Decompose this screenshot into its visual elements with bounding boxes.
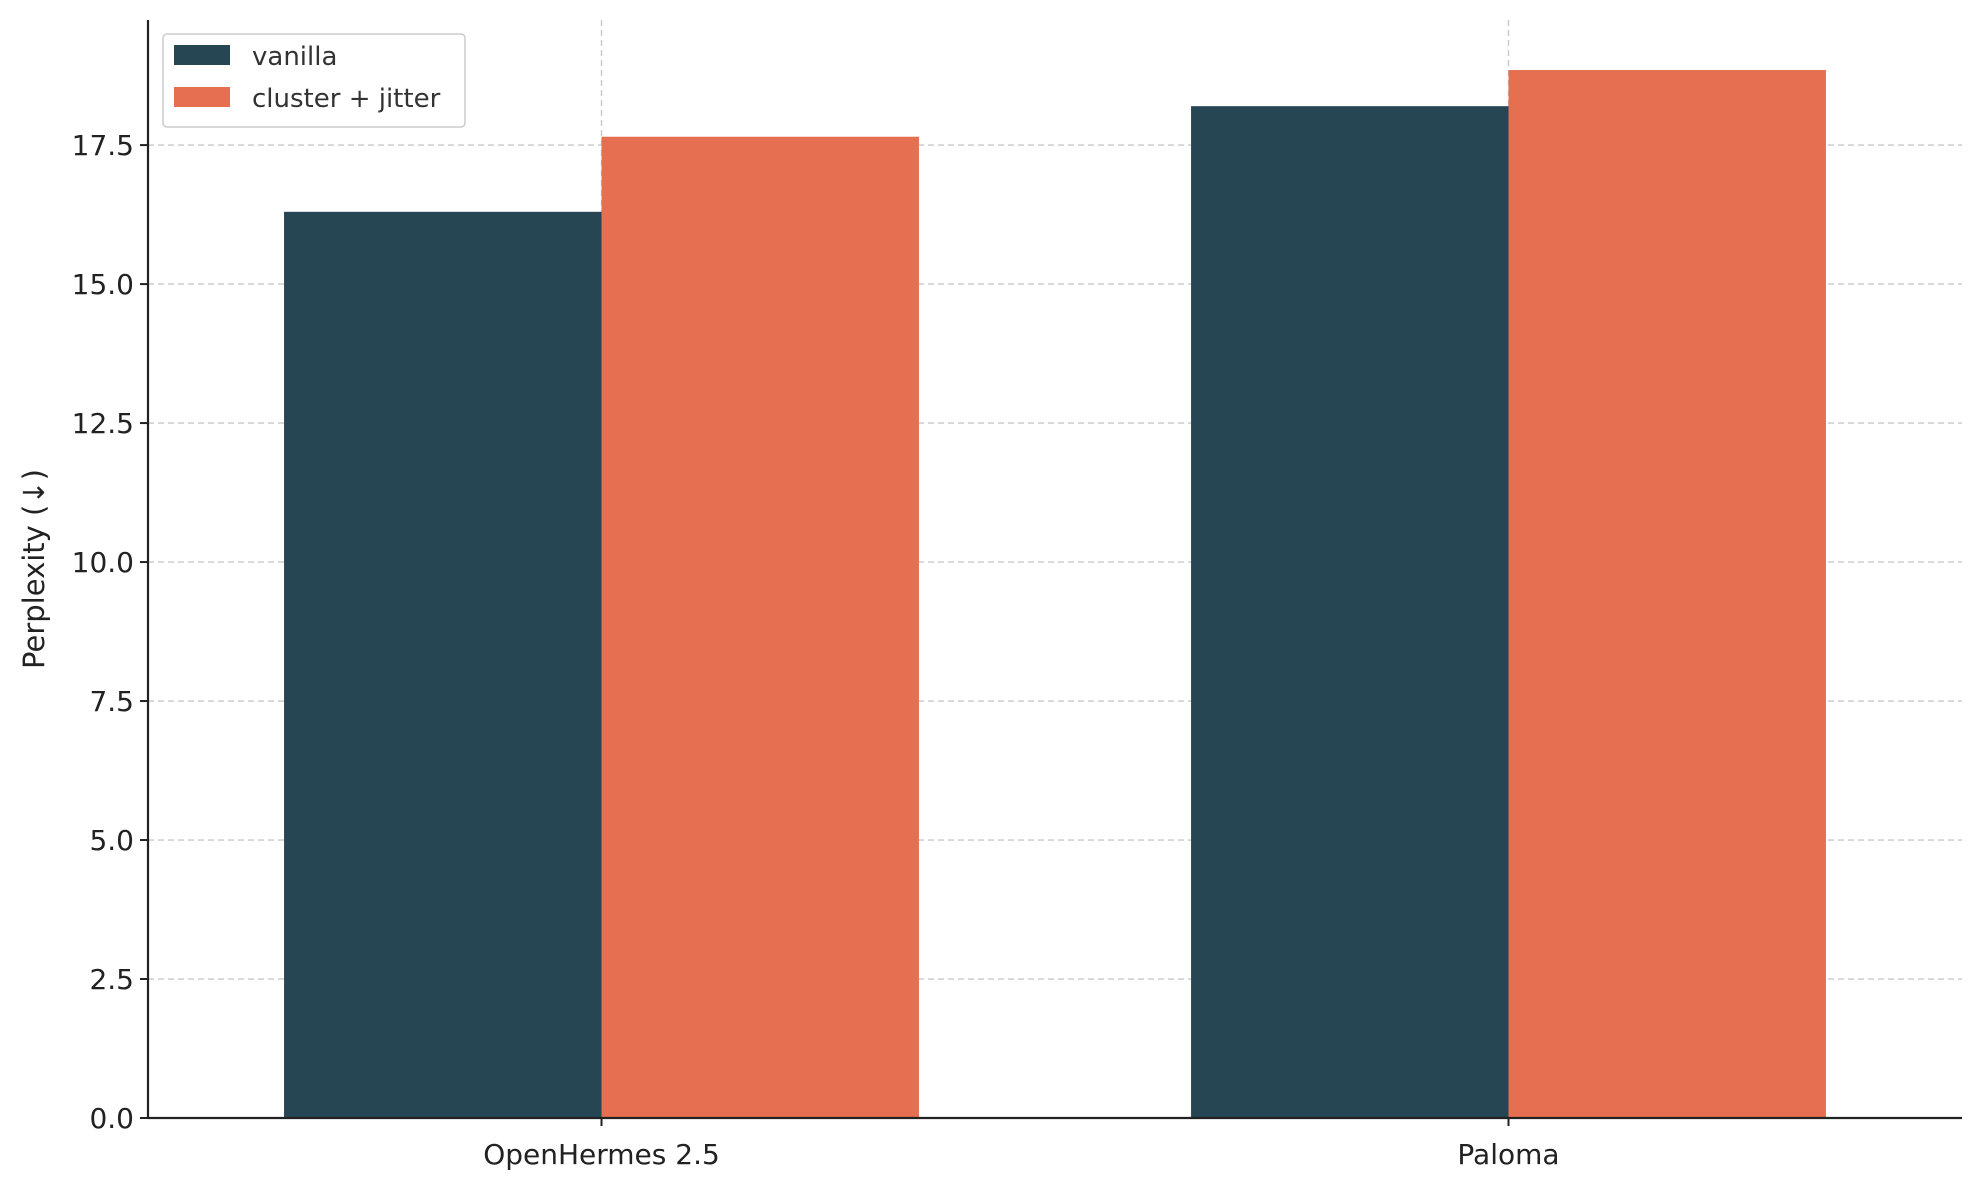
y-tick-label: 15.0: [72, 268, 134, 301]
bars-layer: [284, 70, 1826, 1119]
y-axis-title: Perplexity (↓): [17, 469, 51, 669]
legend-frame: [162, 33, 466, 128]
legend: vanilla cluster + jitter: [162, 33, 466, 128]
axes-layer: [146, 20, 1962, 1120]
bar-vanilla-0: [284, 211, 602, 1118]
y-tick-label: 0.0: [89, 1102, 134, 1135]
x-tick-label: OpenHermes 2.5: [483, 1138, 720, 1171]
y-tick-label: 10.0: [72, 546, 134, 579]
ticks-layer: 0.0 2.5 5.0 7.5 10.0 12.5 15.0 17.5 OpenHermes 2…: [72, 129, 1560, 1171]
legend-label-cluster-jitter: cluster + jitter: [252, 84, 441, 114]
y-tick-label: 17.5: [72, 129, 134, 162]
bar-cluster-jitter-0: [601, 136, 919, 1118]
y-tick-label: 7.5: [89, 685, 134, 718]
legend-swatch-cluster-jitter: [174, 87, 230, 107]
legend-swatch-vanilla: [174, 45, 230, 65]
bar-vanilla-1: [1191, 106, 1509, 1119]
y-tick-label: 5.0: [89, 824, 134, 857]
legend-label-vanilla: vanilla: [252, 42, 337, 72]
y-tick-label: 2.5: [89, 963, 134, 996]
x-tick-label: Paloma: [1457, 1138, 1559, 1171]
y-tick-label: 12.5: [72, 407, 134, 440]
bar-cluster-jitter-1: [1508, 70, 1826, 1119]
